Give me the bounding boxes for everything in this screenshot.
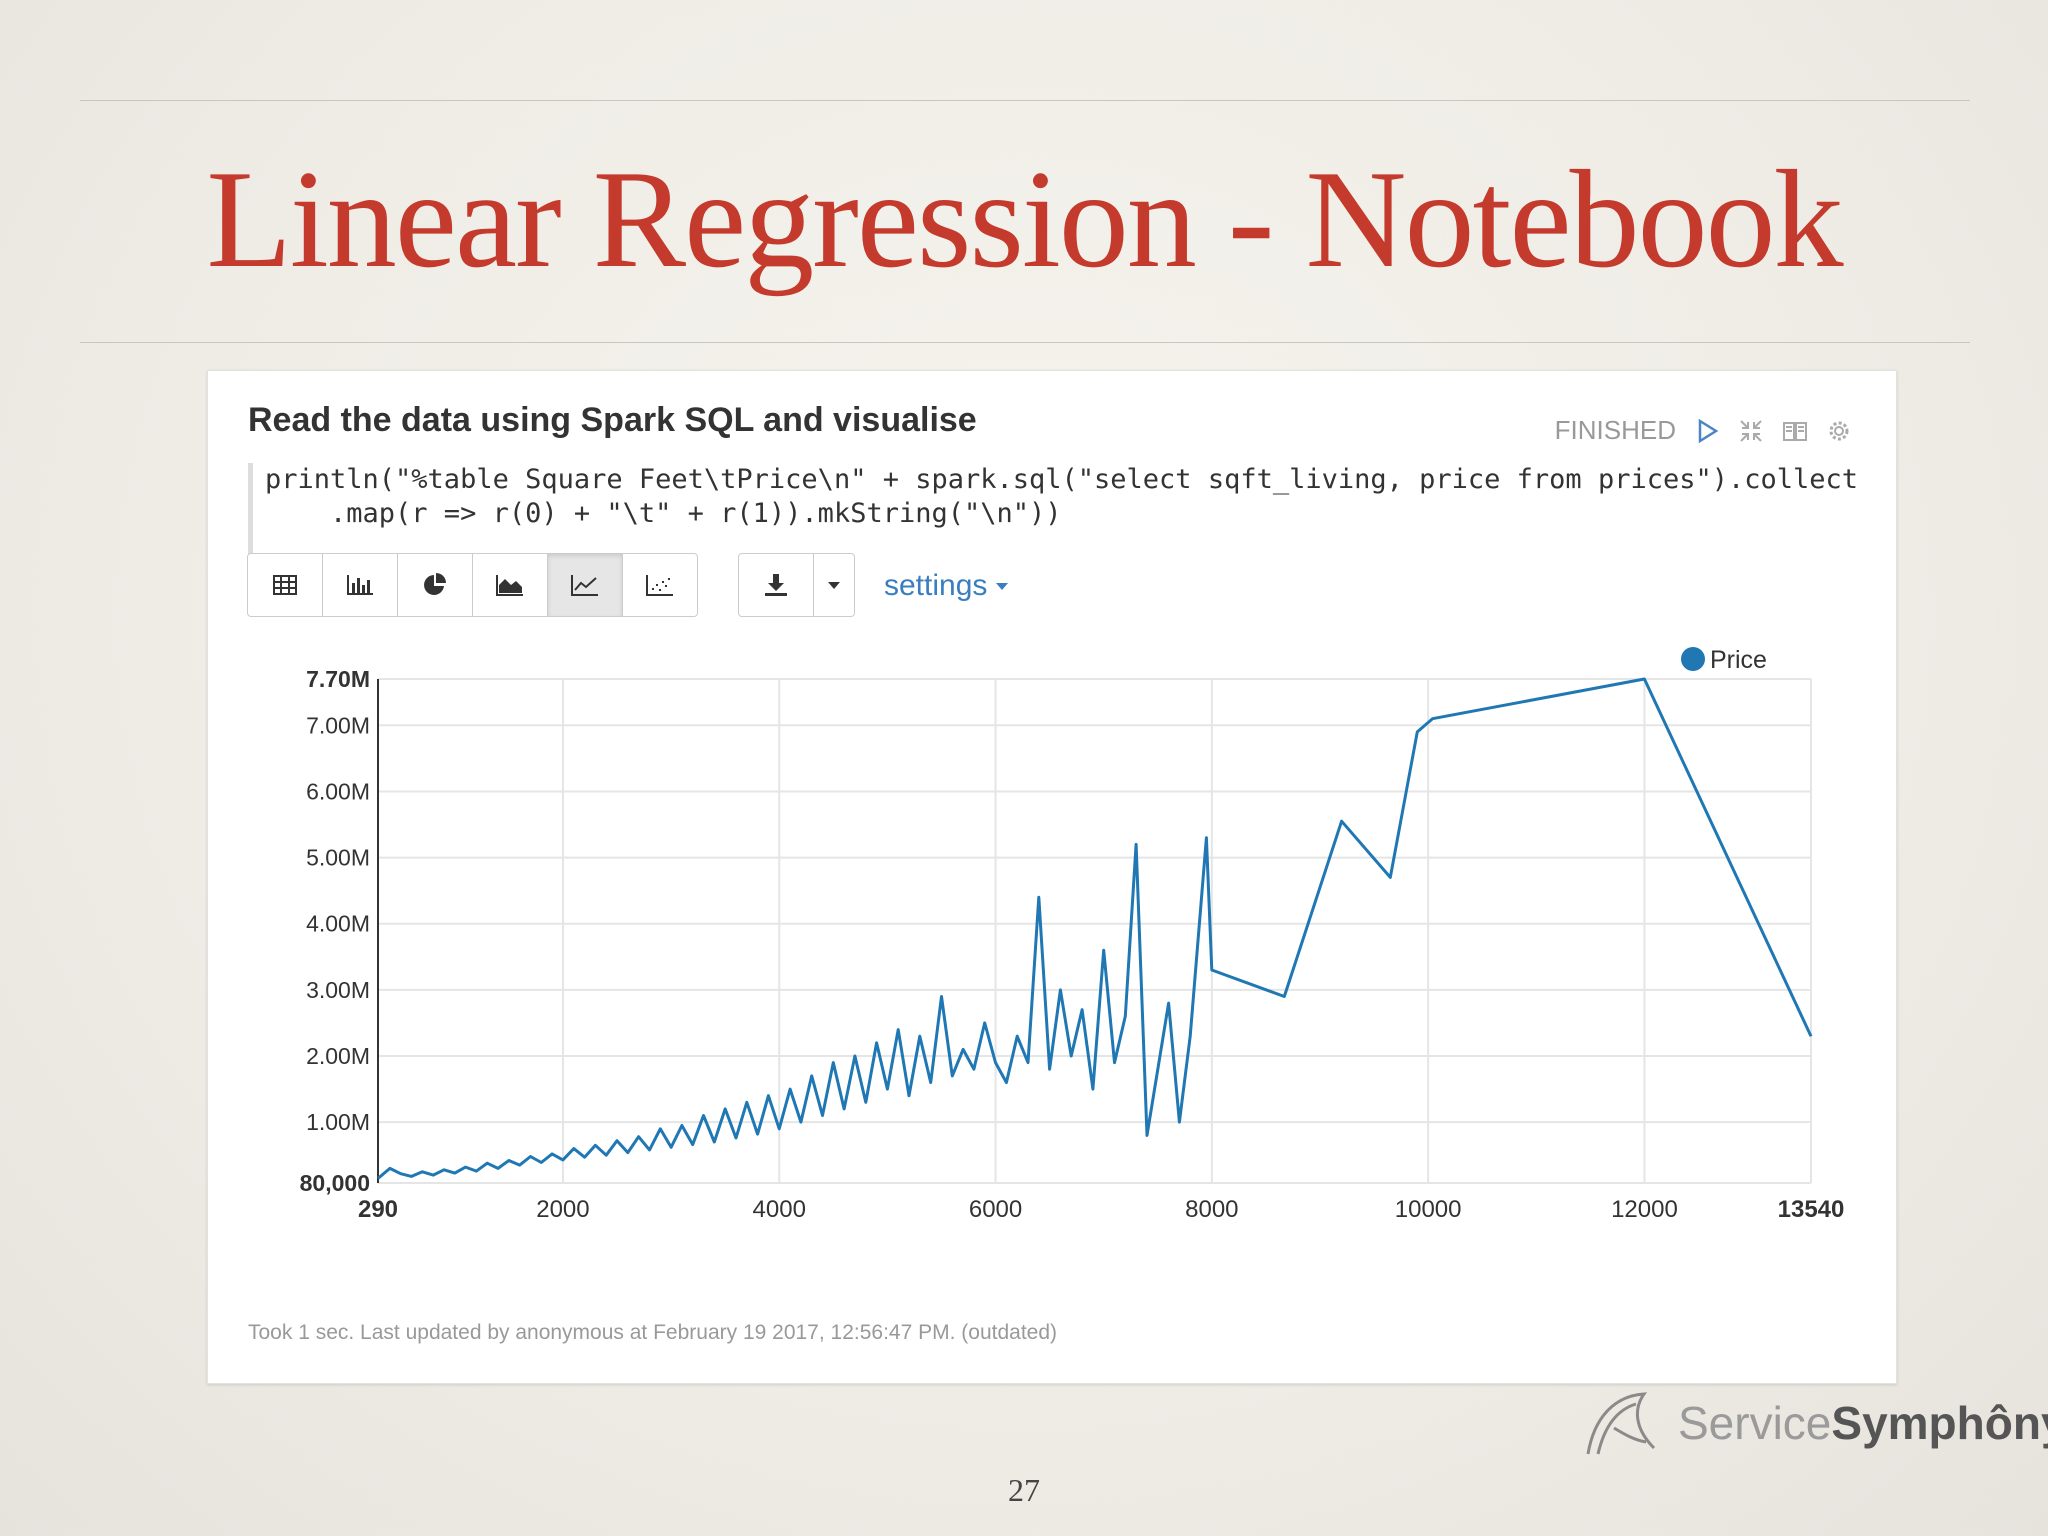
- download-group: [738, 553, 855, 617]
- download-button[interactable]: [738, 553, 814, 617]
- y-tick-label: 7.70M: [306, 666, 370, 692]
- paragraph-title[interactable]: Read the data using Spark SQL and visual…: [248, 401, 977, 439]
- legend-marker-price: [1681, 647, 1705, 671]
- x-tick-label: 4000: [753, 1196, 806, 1223]
- legend-label-price: Price: [1710, 646, 1767, 674]
- status-label: FINISHED: [1554, 415, 1676, 445]
- bar-chart-icon: [347, 575, 373, 595]
- paragraph-footer: Took 1 sec. Last updated by anonymous at…: [248, 1321, 1058, 1344]
- gear-icon[interactable]: [1826, 418, 1852, 444]
- run-icon[interactable]: [1694, 418, 1720, 444]
- pie-chart-button[interactable]: [397, 553, 473, 617]
- logo-mark-icon: [1586, 1392, 1656, 1455]
- code-editor[interactable]: println("%table Square Feet\tPrice\n" + …: [248, 463, 1865, 555]
- y-tick-label: 80,000: [300, 1170, 370, 1196]
- y-tick-label: 6.00M: [306, 778, 370, 804]
- slide-title: Linear Regression - Notebook: [206, 142, 1843, 297]
- code-line-2: .map(r => r(0) + "\t" + r(1)).mkString("…: [265, 498, 1062, 529]
- collapse-icon[interactable]: [1738, 418, 1764, 444]
- logo-text: ServiceSymphôny: [1678, 1396, 2048, 1450]
- table-view-button[interactable]: [247, 553, 323, 617]
- page-number: 27: [1008, 1472, 1040, 1508]
- series-line-price: [377, 677, 1813, 1180]
- download-icon: [765, 574, 787, 596]
- caret-down-icon: [828, 582, 840, 589]
- logo-text-light: Service: [1678, 1397, 1832, 1449]
- x-tick-label: 12000: [1611, 1196, 1678, 1223]
- logo-text-bold: Symphôny: [1831, 1397, 2048, 1449]
- book-icon[interactable]: [1782, 418, 1808, 444]
- line-chart-icon: [571, 575, 598, 596]
- scatter-chart-button[interactable]: [622, 553, 698, 617]
- settings-label: settings: [884, 569, 988, 602]
- x-tick-label: 13540: [1778, 1196, 1845, 1223]
- y-tick-label: 1.00M: [306, 1109, 370, 1135]
- pie-chart-icon: [424, 573, 446, 595]
- x-tick-label: 290: [358, 1196, 398, 1223]
- settings-toggle[interactable]: settings: [884, 569, 1009, 603]
- y-tick-label: 4.00M: [306, 911, 370, 937]
- caret-down-icon: [996, 583, 1009, 590]
- title-underline: [80, 342, 1970, 343]
- paragraph-controls: FINISHED: [1555, 415, 1852, 446]
- table-icon: [273, 575, 297, 595]
- code-line-1a: println("%table Square Feet\tPrice\n": [265, 464, 867, 495]
- y-tick-label: 5.00M: [306, 845, 370, 871]
- service-symphony-logo: ServiceSymphôny: [1584, 1388, 2048, 1458]
- x-tick-label: 10000: [1395, 1196, 1462, 1223]
- top-rule: [80, 100, 1970, 101]
- chart-type-toolbar: [247, 553, 698, 617]
- bar-chart-button[interactable]: [322, 553, 398, 617]
- download-dropdown[interactable]: [814, 553, 855, 617]
- area-chart-icon: [496, 575, 523, 596]
- line-chart-button[interactable]: [547, 553, 623, 617]
- x-tick-label: 2000: [536, 1196, 589, 1223]
- y-tick-label: 2.00M: [306, 1043, 370, 1069]
- x-tick-label: 6000: [969, 1196, 1022, 1223]
- chart-svg: 80,000 1.00M 2.00M 3.00M 4.00M 5.00M 6.00M 7.00…: [300, 646, 1845, 1223]
- y-tick-label: 7.00M: [306, 712, 370, 738]
- code-line-1b: + spark.sql("select sqft_living, price f…: [866, 464, 1859, 495]
- x-tick-label: 8000: [1185, 1196, 1238, 1223]
- line-chart: 80,000 1.00M 2.00M 3.00M 4.00M 5.00M 6.00M 7.00…: [208, 641, 1896, 1306]
- scatter-chart-icon: [646, 575, 673, 596]
- area-chart-button[interactable]: [472, 553, 548, 617]
- y-tick-label: 3.00M: [306, 977, 370, 1003]
- notebook-paragraph: Read the data using Spark SQL and visual…: [207, 370, 1897, 1384]
